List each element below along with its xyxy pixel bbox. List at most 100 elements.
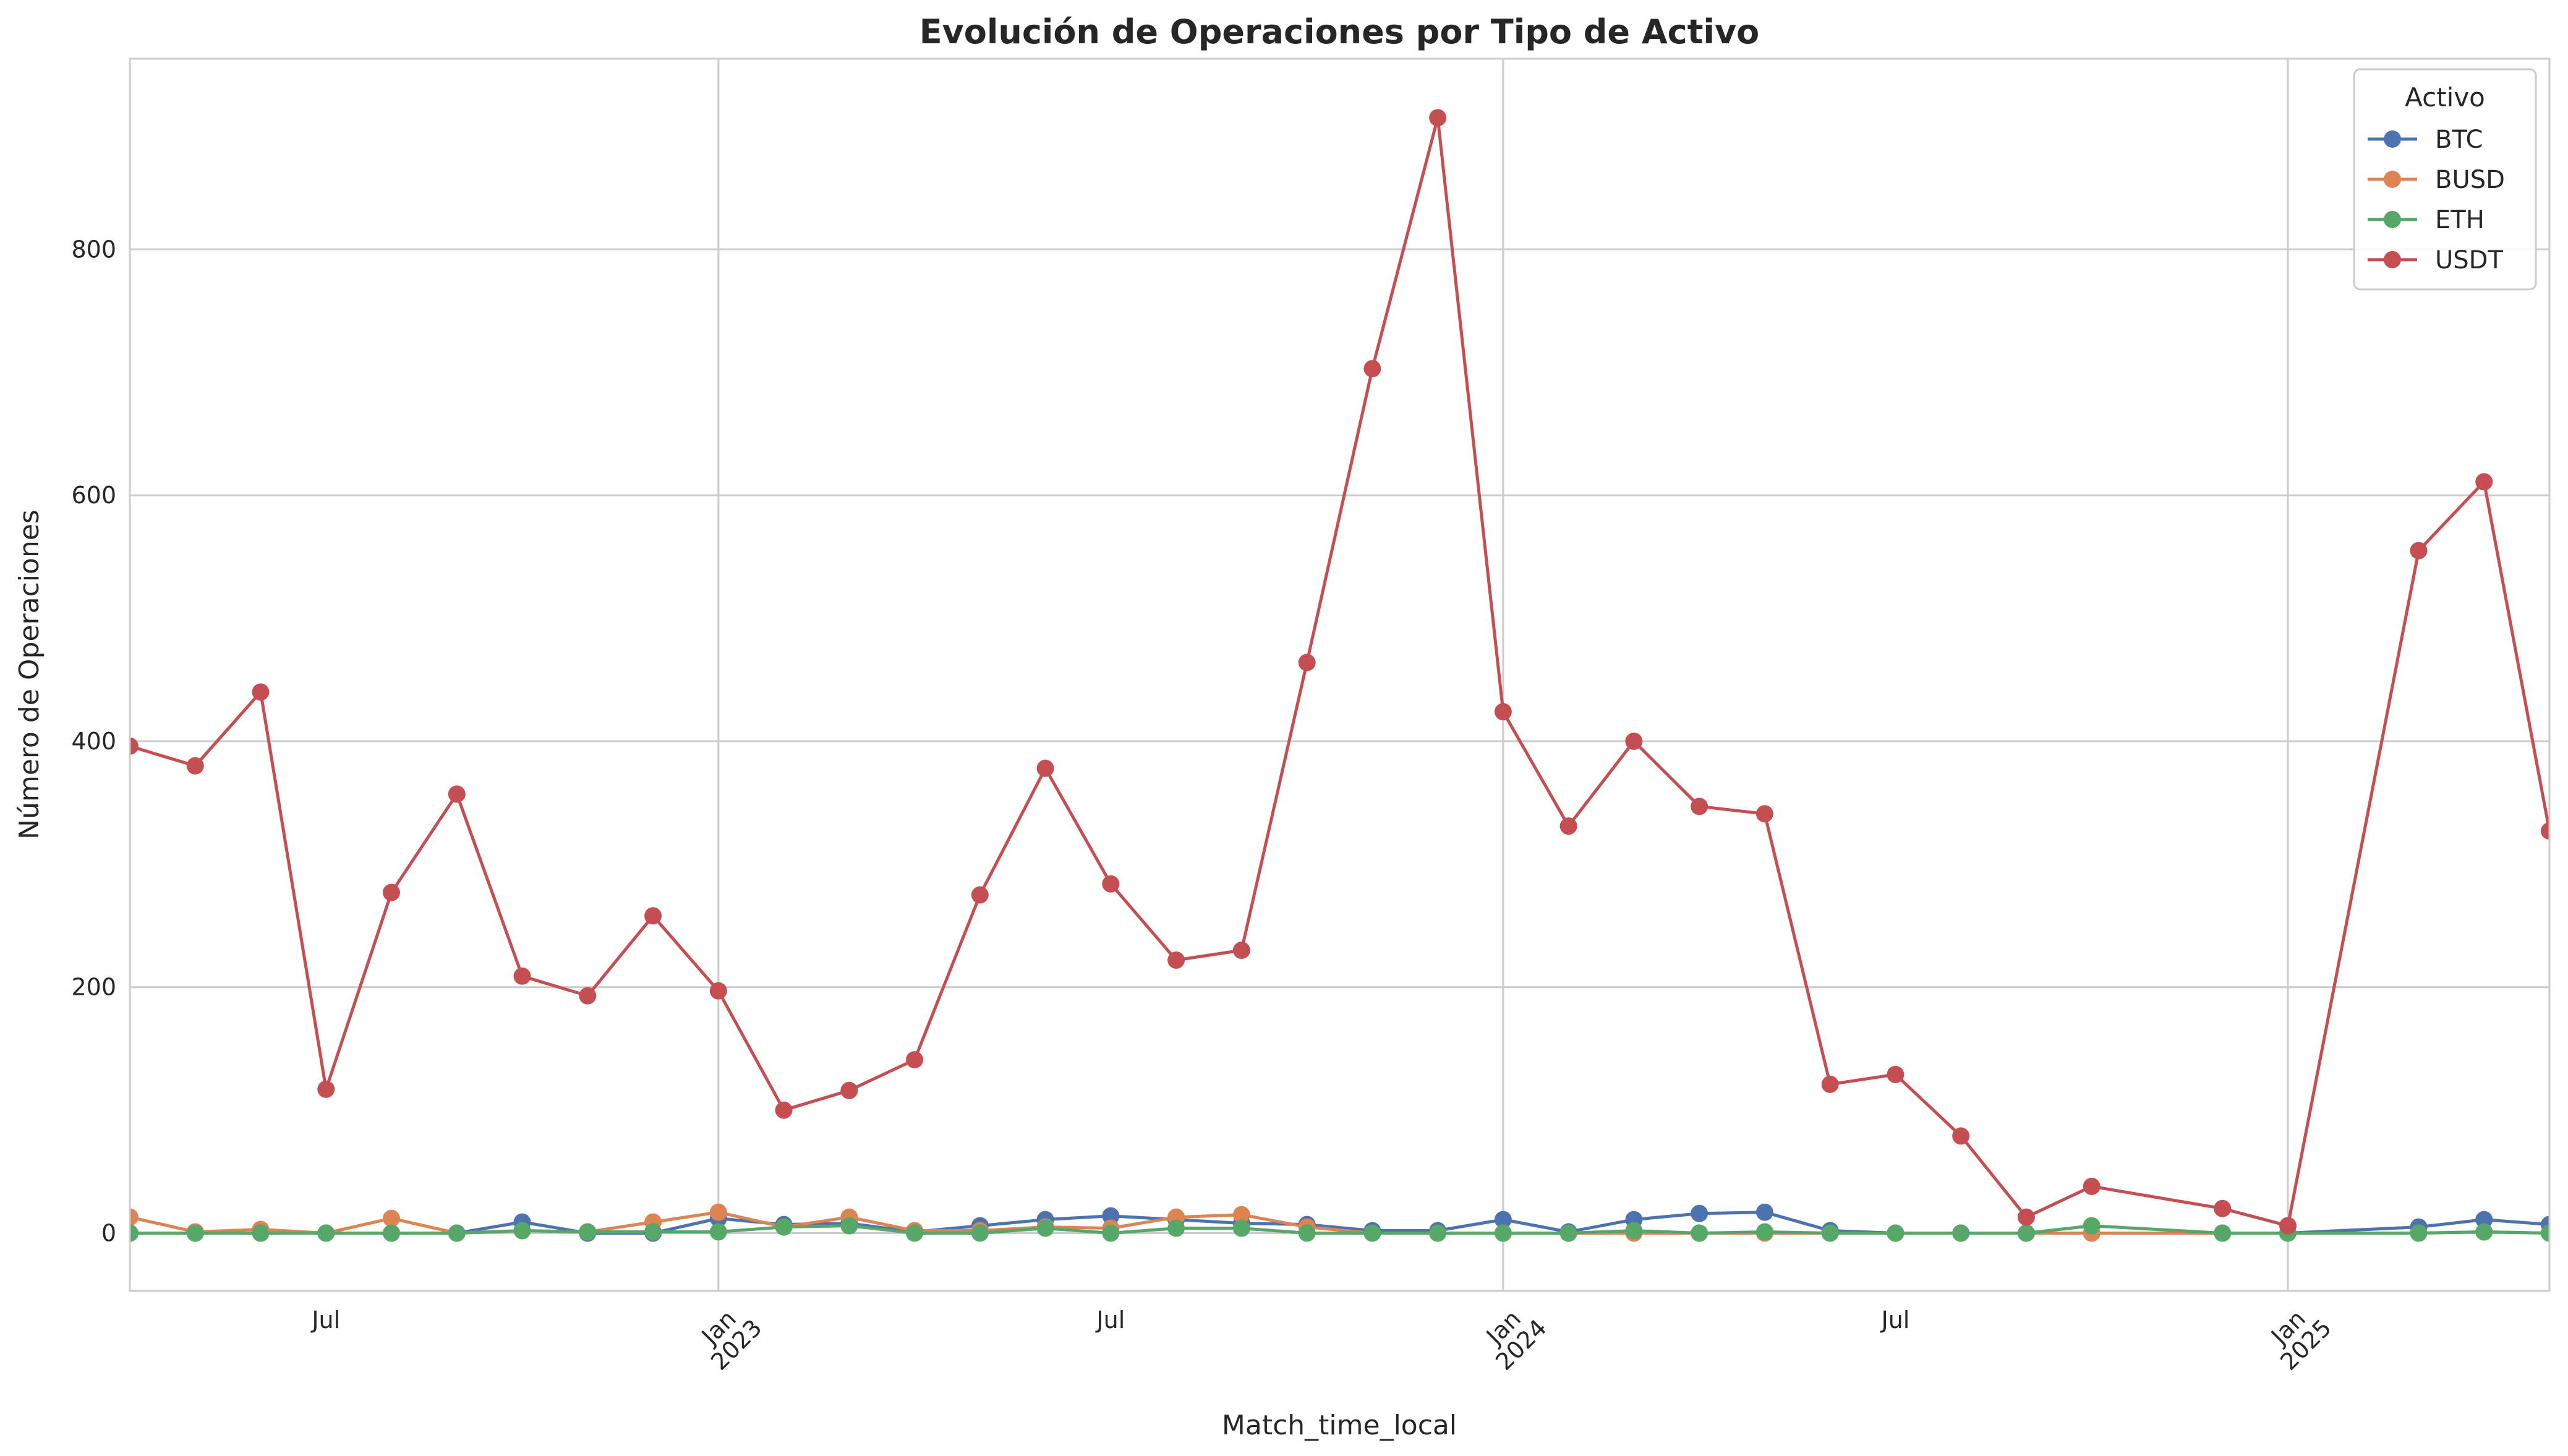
data-point-busd <box>130 1208 139 1226</box>
data-point-eth <box>2475 1223 2493 1241</box>
y-tick-label: 0 <box>101 1220 116 1247</box>
data-point-eth <box>2017 1224 2035 1242</box>
data-point-usdt <box>1363 360 1381 378</box>
data-point-eth <box>1887 1224 1905 1242</box>
data-point-eth <box>317 1224 335 1242</box>
data-point-usdt <box>775 1101 793 1119</box>
data-point-eth <box>1691 1224 1708 1242</box>
data-point-usdt <box>448 785 466 803</box>
data-point-eth <box>1363 1224 1381 1242</box>
data-point-usdt <box>1298 653 1316 671</box>
y-axis-ticks: 0 200 400 600 800 <box>71 236 116 1246</box>
legend-label: ETH <box>2435 206 2485 234</box>
data-point-eth <box>1429 1224 1447 1242</box>
data-point-usdt <box>2083 1177 2101 1195</box>
data-point-btc <box>2475 1211 2493 1228</box>
data-point-usdt <box>317 1080 335 1098</box>
data-point-usdt <box>2541 822 2549 840</box>
legend-swatch-marker <box>2384 251 2401 268</box>
data-point-eth <box>383 1224 401 1242</box>
data-point-usdt <box>579 987 597 1005</box>
data-point-usdt <box>1625 732 1643 750</box>
data-point-eth <box>2541 1224 2549 1242</box>
data-point-eth <box>579 1223 597 1241</box>
data-point-eth <box>906 1224 924 1242</box>
legend: Activo BTC BUSD ETH USDT <box>2353 68 2537 291</box>
data-point-eth <box>186 1224 204 1242</box>
data-point-eth <box>1755 1223 1773 1241</box>
data-point-usdt <box>1559 817 1577 835</box>
data-point-busd <box>383 1209 401 1227</box>
data-point-eth <box>2214 1224 2232 1242</box>
legend-items: BTC BUSD ETH USDT <box>2368 126 2505 275</box>
data-point-btc <box>1102 1207 1120 1225</box>
legend-swatch-marker <box>2384 130 2401 148</box>
y-tick-label: 400 <box>71 728 116 755</box>
legend-swatch-marker <box>2384 171 2401 188</box>
legend-item-usdt: USDT <box>2368 246 2503 275</box>
data-point-usdt <box>1887 1065 1905 1083</box>
data-point-usdt <box>383 883 401 901</box>
series-line-eth <box>130 1224 2549 1235</box>
y-tick-label: 800 <box>71 236 116 263</box>
data-point-usdt <box>130 737 139 755</box>
data-point-eth <box>130 1224 139 1242</box>
x-tick-label: Jul <box>1880 1306 1910 1334</box>
data-point-eth <box>2083 1217 2101 1235</box>
legend-label: USDT <box>2435 246 2503 275</box>
data-point-eth <box>1494 1224 1512 1242</box>
data-point-usdt <box>2214 1199 2232 1217</box>
data-point-eth <box>644 1223 662 1241</box>
data-point-eth <box>1952 1224 1970 1242</box>
data-point-eth <box>1625 1222 1643 1240</box>
data-point-usdt <box>2017 1208 2035 1226</box>
data-point-eth <box>1232 1219 1250 1237</box>
grid-lines <box>130 59 2549 1291</box>
data-point-eth <box>1298 1224 1316 1242</box>
data-point-usdt <box>1232 942 1250 960</box>
data-point-usdt <box>2279 1217 2297 1235</box>
data-point-usdt <box>1691 798 1708 815</box>
series-points <box>130 109 2549 1242</box>
data-point-usdt <box>252 683 270 701</box>
chart-title: Evolución de Operaciones por Tipo de Act… <box>919 12 1760 51</box>
data-point-usdt <box>1036 759 1054 777</box>
y-axis-label: Número de Operaciones <box>14 509 45 840</box>
data-point-usdt <box>840 1081 858 1099</box>
data-point-busd <box>709 1203 727 1221</box>
data-point-usdt <box>971 886 989 904</box>
legend-title: Activo <box>2405 82 2485 113</box>
data-point-eth <box>1102 1224 1120 1242</box>
legend-item-btc: BTC <box>2368 126 2483 154</box>
data-point-eth <box>775 1218 793 1236</box>
data-point-eth <box>971 1224 989 1242</box>
data-point-btc <box>1494 1211 1512 1228</box>
data-point-usdt <box>1821 1075 1839 1093</box>
x-tick-label: Jul <box>310 1306 340 1334</box>
series-lines <box>130 116 2549 1235</box>
y-tick-label: 600 <box>71 482 116 509</box>
data-point-eth <box>2410 1224 2428 1242</box>
data-point-eth <box>709 1223 727 1241</box>
data-point-usdt <box>1102 875 1120 893</box>
data-point-btc <box>1755 1203 1773 1221</box>
data-point-eth <box>252 1224 270 1242</box>
data-point-usdt <box>186 757 204 775</box>
legend-item-busd: BUSD <box>2368 166 2505 194</box>
data-point-eth <box>448 1224 466 1242</box>
data-point-busd <box>1232 1206 1250 1224</box>
legend-swatch-marker <box>2384 211 2401 228</box>
plot-frame <box>129 57 2551 1292</box>
x-tick-label: Jul <box>1095 1306 1125 1334</box>
data-point-eth <box>1559 1224 1577 1242</box>
data-point-usdt <box>1952 1127 1970 1145</box>
data-point-btc <box>1691 1204 1708 1222</box>
data-point-usdt <box>709 982 727 1000</box>
data-point-usdt <box>513 967 531 985</box>
data-point-usdt <box>2475 473 2493 491</box>
data-point-usdt <box>1167 951 1185 969</box>
legend-label: BTC <box>2435 126 2483 154</box>
data-point-eth <box>840 1217 858 1235</box>
